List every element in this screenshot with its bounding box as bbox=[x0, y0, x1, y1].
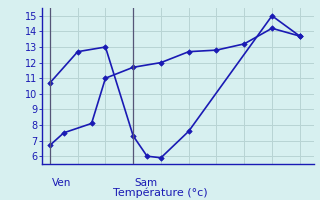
Text: Ven: Ven bbox=[52, 178, 71, 188]
Text: Sam: Sam bbox=[135, 178, 158, 188]
Text: Température (°c): Température (°c) bbox=[113, 188, 207, 198]
